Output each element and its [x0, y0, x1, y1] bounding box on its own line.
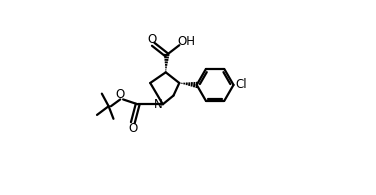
Text: N: N [154, 98, 163, 111]
Text: O: O [147, 34, 157, 46]
Text: O: O [128, 122, 138, 135]
Text: OH: OH [177, 35, 196, 48]
Text: O: O [115, 88, 125, 101]
Text: Cl: Cl [235, 78, 247, 91]
